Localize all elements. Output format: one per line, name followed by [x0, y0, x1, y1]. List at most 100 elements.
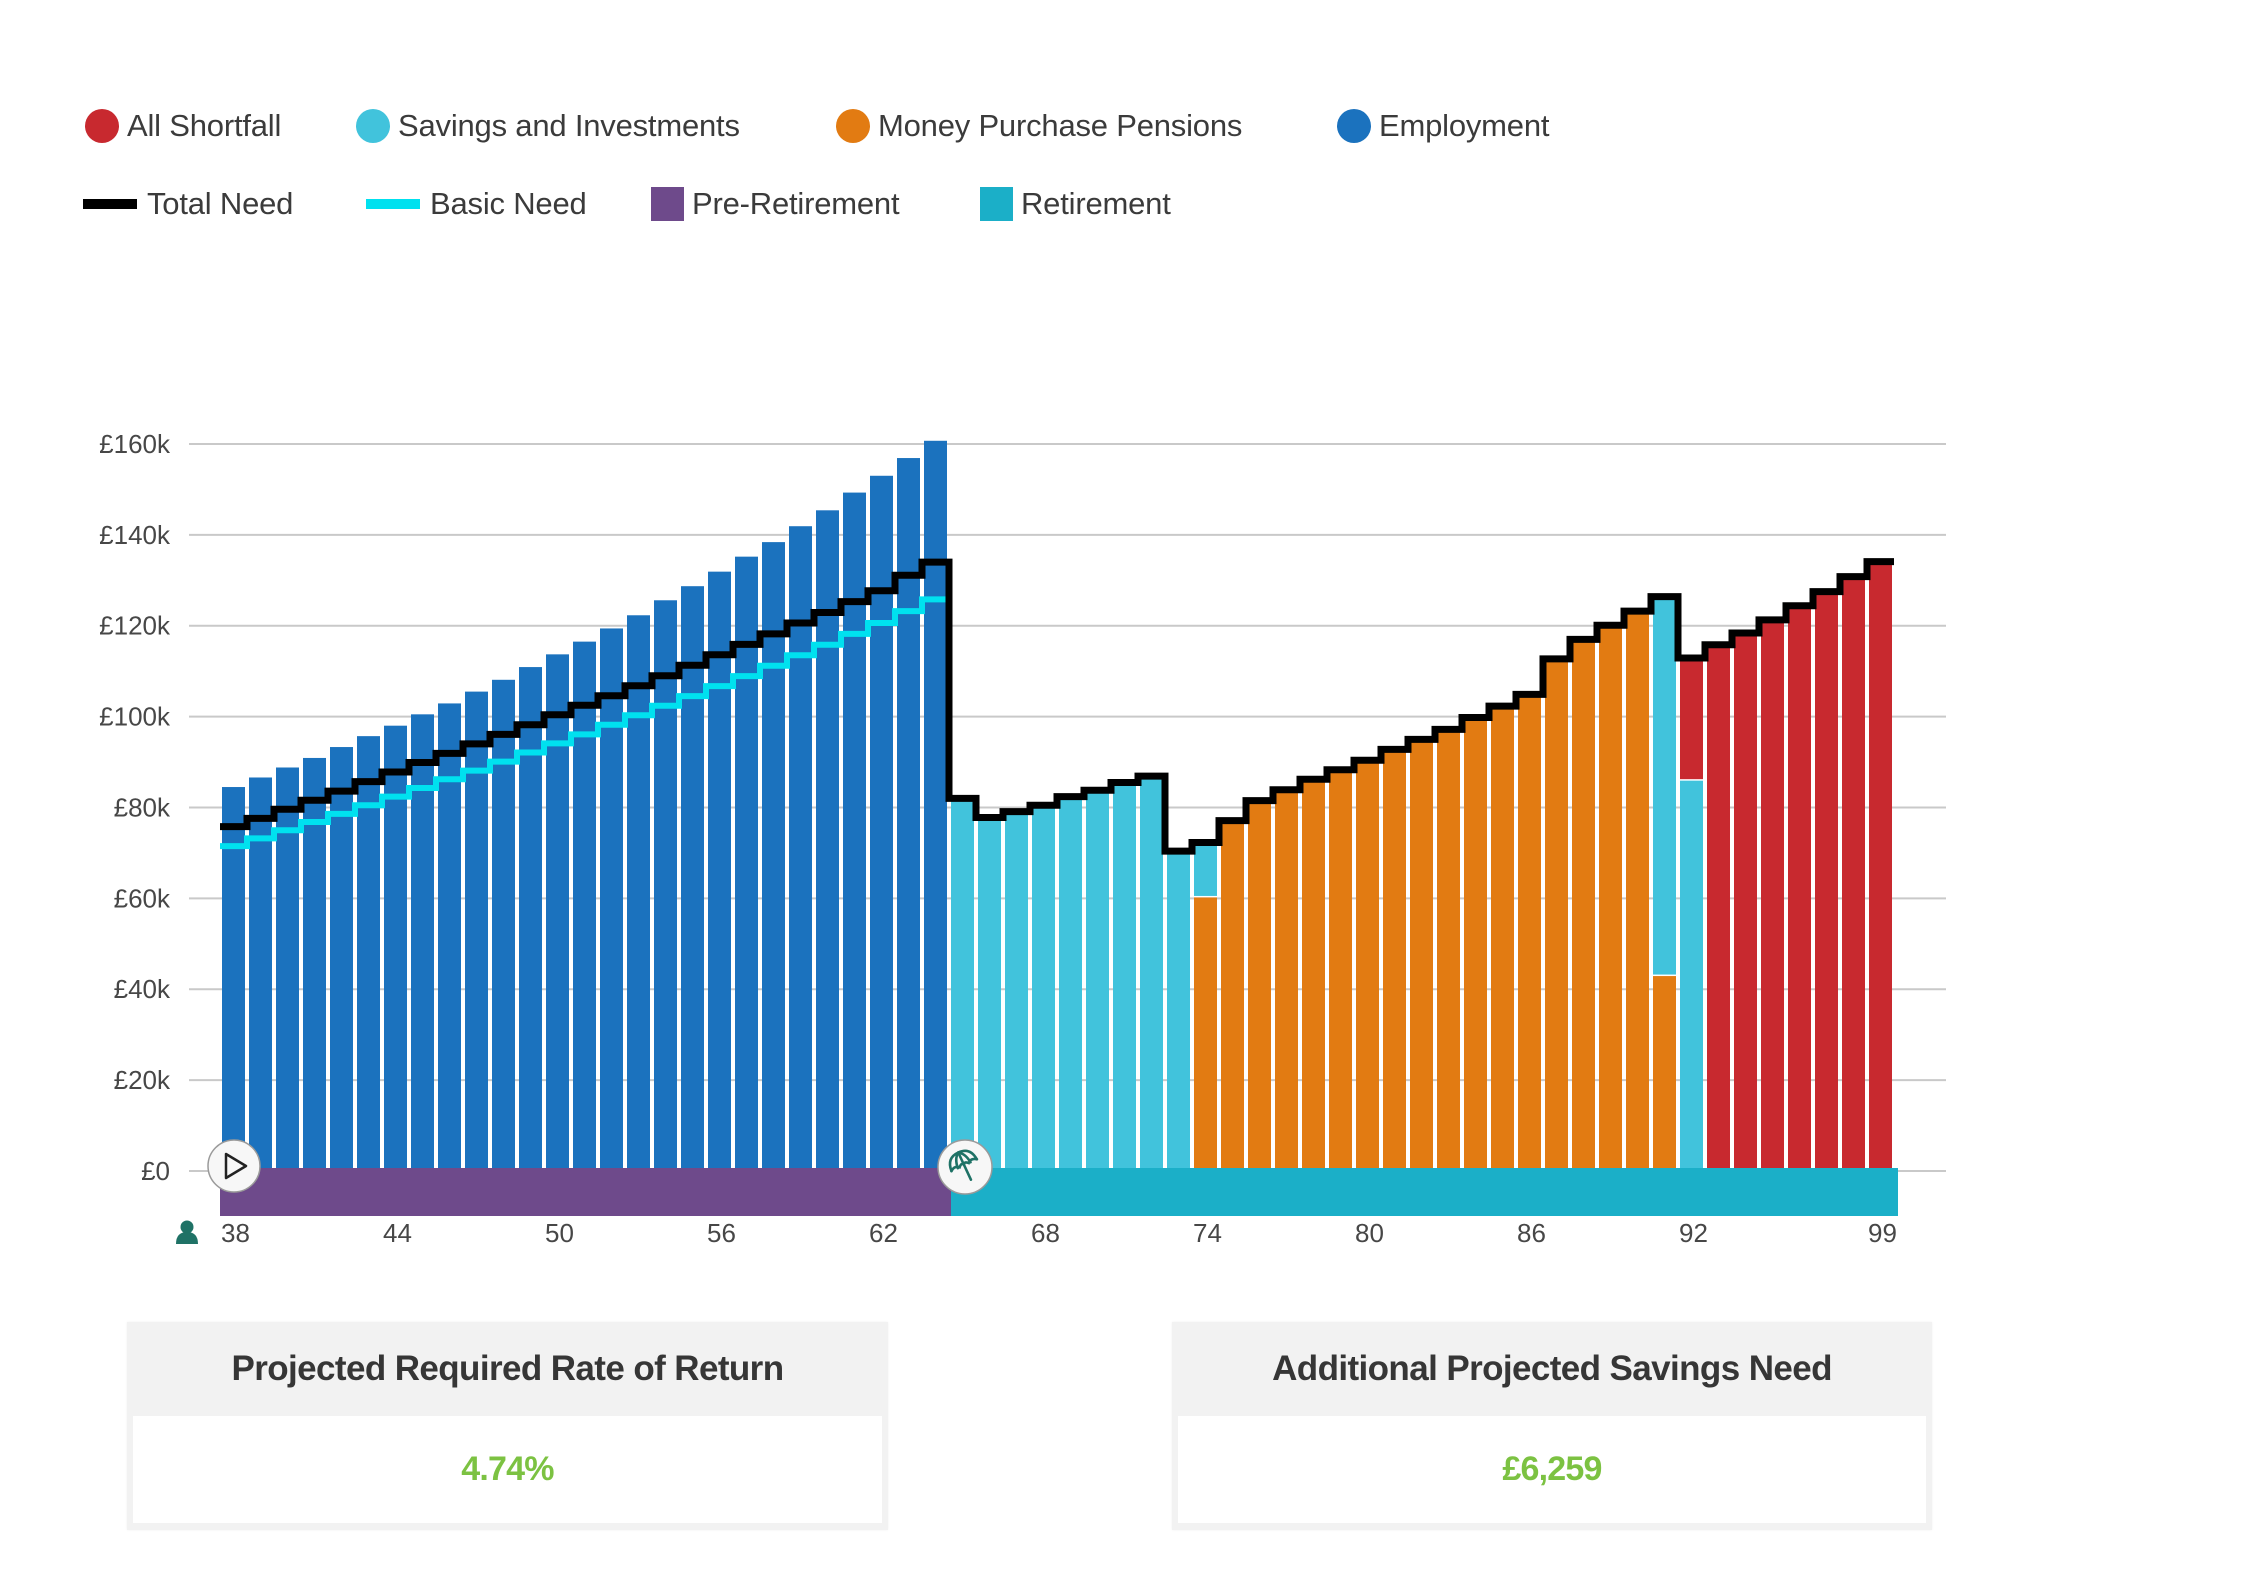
x-tick-label: 68 — [1031, 1218, 1060, 1248]
x-tick-label: 50 — [545, 1218, 574, 1248]
bar-all-shortfall-age-93 — [1707, 644, 1730, 1171]
bar-all-shortfall-age-96 — [1788, 605, 1811, 1171]
retirement-marker-button[interactable] — [937, 1139, 993, 1195]
x-tick-label: 62 — [869, 1218, 898, 1248]
bar-employment-age-40 — [276, 767, 299, 1171]
y-axis-labels: £0 £20k £40k £60k £80k £100k £120k £140k £160k — [99, 429, 171, 1186]
bar-employment-age-59 — [789, 526, 812, 1171]
bar-employment-age-60 — [816, 510, 839, 1172]
y-tick-label: £0 — [141, 1156, 170, 1186]
basic-need-line-icon — [366, 199, 420, 209]
retirement-band — [951, 1168, 1898, 1216]
y-tick-label: £160k — [99, 429, 171, 459]
bar-employment-age-61 — [843, 492, 866, 1171]
bar-savings-and-investments-age-70 — [1086, 790, 1109, 1171]
legend-item-money-purchase-pensions[interactable]: Money Purchase Pensions — [836, 104, 1242, 148]
total-need-line-icon — [83, 199, 137, 209]
retirement-square-icon — [980, 187, 1013, 221]
legend-item-employment[interactable]: Employment — [1337, 104, 1549, 148]
y-tick-label: £80k — [114, 792, 171, 822]
x-tick-label: 80 — [1355, 1218, 1384, 1248]
bar-money-purchase-pensions-age-75 — [1221, 820, 1244, 1171]
bar-employment-age-64 — [924, 440, 947, 1172]
bar-employment-age-49 — [519, 667, 542, 1171]
legend-label: Pre-Retirement — [692, 186, 900, 221]
bar-all-shortfall-age-99 — [1869, 561, 1892, 1171]
employment-dot-icon — [1337, 109, 1371, 143]
bar-all-shortfall-age-95 — [1761, 619, 1784, 1171]
bar-employment-age-56 — [708, 571, 731, 1171]
start-marker-button[interactable] — [207, 1139, 261, 1193]
bar-employment-age-58 — [762, 542, 785, 1171]
bar-savings-and-investments-age-69 — [1059, 796, 1082, 1171]
legend-label: Money Purchase Pensions — [878, 108, 1243, 143]
bar-savings-and-investments-age-72 — [1140, 776, 1163, 1171]
y-tick-label: £20k — [114, 1065, 171, 1095]
x-axis-labels: 38 44 50 56 62 68 74 80 86 92 99 — [221, 1218, 1897, 1248]
person-icon — [176, 1220, 198, 1244]
bar-employment-age-48 — [492, 679, 515, 1171]
timeline-band — [220, 1168, 1898, 1216]
bar-savings-and-investments-age-73 — [1167, 851, 1190, 1171]
all-shortfall-dot-icon — [85, 109, 119, 143]
legend-label: Retirement — [1021, 186, 1171, 221]
bar-money-purchase-pensions-age-91 — [1653, 976, 1676, 1171]
x-tick-label: 38 — [221, 1218, 250, 1248]
bar-savings-and-investments-age-92 — [1680, 780, 1703, 1171]
legend-label: Employment — [1379, 108, 1550, 143]
legend-item-all-shortfall[interactable]: All Shortfall — [85, 104, 281, 148]
umbrella-icon — [948, 1149, 979, 1181]
bar-employment-age-44 — [384, 725, 407, 1171]
bar-savings-and-investments-age-71 — [1113, 782, 1136, 1171]
pre-retirement-band — [220, 1168, 951, 1216]
bar-employment-age-39 — [249, 777, 272, 1171]
y-tick-label: £140k — [99, 520, 171, 550]
legend-item-retirement[interactable]: Retirement — [980, 182, 1171, 226]
bar-money-purchase-pensions-age-81 — [1383, 749, 1406, 1171]
bar-all-shortfall-age-94 — [1734, 632, 1757, 1171]
bar-money-purchase-pensions-age-78 — [1302, 779, 1325, 1171]
projection-chart: £0 £20k £40k £60k £80k £100k £120k £140k £160k 3… — [99, 429, 1946, 1248]
bar-employment-age-57 — [735, 556, 758, 1171]
savings-dot-icon — [356, 109, 390, 143]
y-tick-label: £40k — [114, 974, 171, 1004]
bar-savings-and-investments-age-68 — [1032, 805, 1055, 1171]
bar-employment-age-43 — [357, 736, 380, 1171]
legend-item-pre-retirement[interactable]: Pre-Retirement — [651, 182, 900, 226]
x-tick-label: 56 — [707, 1218, 736, 1248]
bar-money-purchase-pensions-age-82 — [1410, 739, 1433, 1171]
bar-savings-and-investments-age-91 — [1653, 596, 1676, 975]
legend-label: Basic Need — [430, 186, 587, 221]
legend-label: Savings and Investments — [398, 108, 740, 143]
stacked-bars — [222, 440, 1892, 1172]
bar-employment-age-54 — [654, 600, 677, 1171]
need-lines — [220, 558, 1894, 855]
card-body: £6,259 — [1178, 1416, 1926, 1523]
legend-item-savings-and-investments[interactable]: Savings and Investments — [356, 104, 740, 148]
legend-label: Total Need — [147, 186, 294, 221]
bar-money-purchase-pensions-age-87 — [1545, 658, 1568, 1171]
bar-money-purchase-pensions-age-85 — [1491, 706, 1514, 1171]
x-tick-label: 74 — [1193, 1218, 1222, 1248]
bar-employment-age-55 — [681, 586, 704, 1171]
pensions-dot-icon — [836, 109, 870, 143]
legend-item-total-need[interactable]: Total Need — [83, 182, 293, 226]
y-tick-label: £120k — [99, 611, 171, 641]
x-tick-label: 92 — [1679, 1218, 1708, 1248]
bar-savings-and-investments-age-65 — [951, 798, 974, 1171]
legend-item-basic-need[interactable]: Basic Need — [366, 182, 587, 226]
bar-money-purchase-pensions-age-79 — [1329, 769, 1352, 1171]
bar-employment-age-51 — [573, 641, 596, 1171]
bar-money-purchase-pensions-age-84 — [1464, 717, 1487, 1171]
bar-all-shortfall-age-98 — [1842, 576, 1865, 1171]
basic-need-line — [220, 596, 949, 850]
bar-savings-and-investments-age-67 — [1005, 811, 1028, 1171]
bar-employment-age-53 — [627, 615, 650, 1171]
bar-money-purchase-pensions-age-77 — [1275, 789, 1298, 1171]
additional-savings-need-card: Additional Projected Savings Need £6,259 — [1172, 1322, 1932, 1530]
bar-money-purchase-pensions-age-89 — [1599, 625, 1622, 1171]
required-rate-of-return-card: Projected Required Rate of Return 4.74% — [127, 1322, 888, 1530]
bar-employment-age-46 — [438, 703, 461, 1171]
bar-money-purchase-pensions-age-83 — [1437, 729, 1460, 1171]
bar-employment-age-50 — [546, 654, 569, 1171]
